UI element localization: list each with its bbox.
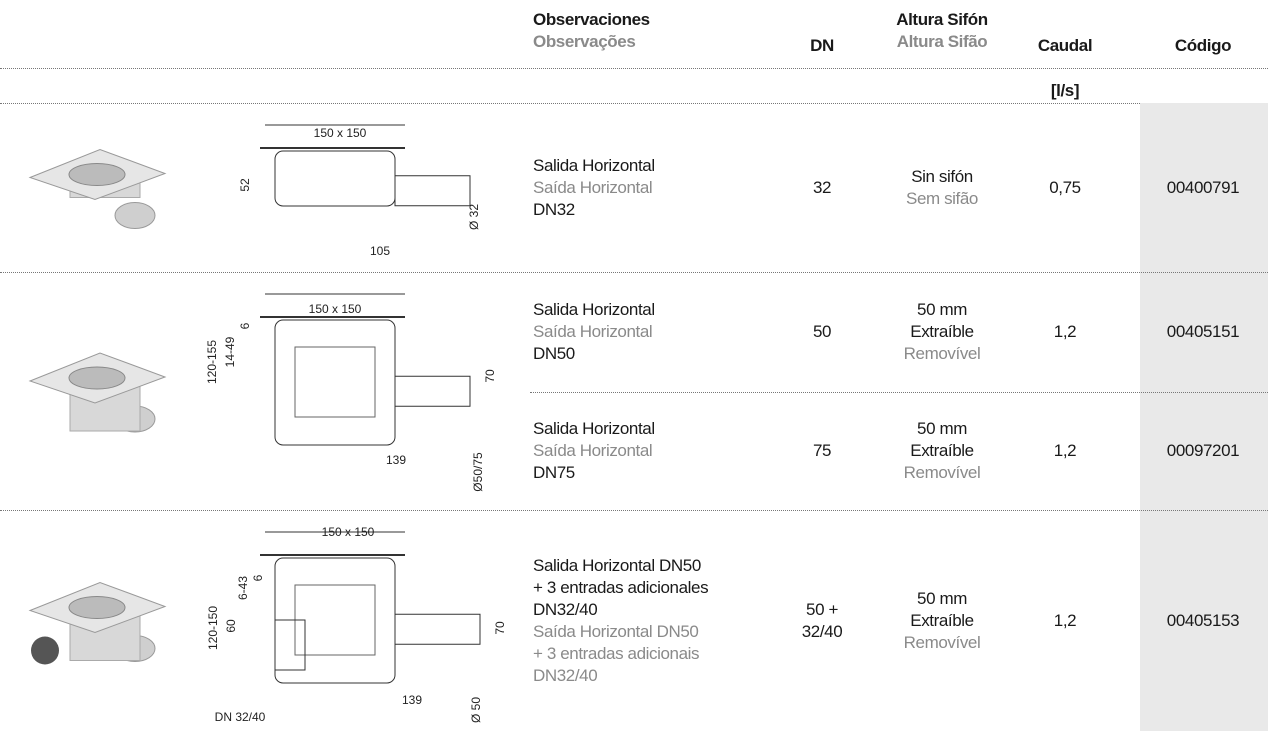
illustration-part bbox=[114, 202, 156, 229]
header-pt: Observações bbox=[533, 32, 636, 51]
cell-text: Removível bbox=[903, 463, 981, 482]
cell-text: Removível bbox=[903, 344, 981, 363]
illustration-part bbox=[294, 346, 376, 418]
dimension-label: 105 bbox=[369, 244, 391, 258]
dimension-label: 6 bbox=[238, 322, 252, 330]
dimension-label: 120-150 bbox=[206, 605, 220, 651]
cell-text: 75 bbox=[812, 441, 832, 460]
cell-text: Saída Horizontal bbox=[533, 322, 653, 341]
illustration-part bbox=[31, 636, 59, 665]
caudal-value: 1,2 bbox=[1053, 322, 1077, 341]
cell-text: Extraíble bbox=[910, 322, 974, 341]
cell-text: Sem sifão bbox=[906, 188, 978, 208]
cell-text: DN32/40 bbox=[533, 665, 598, 685]
cell-text: Salida Horizontal bbox=[533, 419, 655, 438]
cell-text: 50 mm bbox=[917, 300, 967, 319]
dimension-label: 120-155 bbox=[205, 339, 219, 385]
header-es: Observaciones bbox=[533, 10, 650, 29]
cell-text: + 3 entradas adicionais bbox=[533, 643, 700, 663]
product-code: 00097201 bbox=[1166, 441, 1240, 460]
cell-text: DN75 bbox=[533, 463, 575, 482]
dimension-label: Ø 50 bbox=[469, 696, 483, 724]
dimension-label: 150 x 150 bbox=[321, 525, 375, 539]
cell-text: 50 mm bbox=[917, 419, 967, 438]
dimension-label: 70 bbox=[483, 369, 497, 383]
cell-text: DN50 bbox=[533, 344, 575, 363]
cell-text: Extraíble bbox=[910, 441, 974, 460]
illustration-part bbox=[394, 375, 471, 407]
product-code: 00405153 bbox=[1166, 610, 1240, 630]
cell-text: 50 bbox=[812, 322, 832, 341]
illustration-part bbox=[394, 175, 471, 207]
row-divider bbox=[0, 272, 1268, 273]
cell-text: Removível bbox=[903, 632, 981, 652]
dimension-label: Ø 32 bbox=[467, 203, 481, 231]
cell-text: DN32/40 bbox=[533, 599, 598, 619]
dimension-label: 70 bbox=[493, 621, 507, 635]
dimension-label: 150 x 150 bbox=[308, 302, 362, 316]
cell-text: 32 bbox=[812, 177, 832, 197]
illustration-part bbox=[68, 163, 126, 186]
dimension-label: 6-43 bbox=[236, 575, 250, 601]
illustration-part bbox=[294, 584, 376, 656]
illustration-part bbox=[394, 613, 481, 645]
caudal-value: 0,75 bbox=[1049, 177, 1081, 197]
dimension-label: 14-49 bbox=[223, 336, 237, 368]
cell-text: + 3 entradas adicionales bbox=[533, 577, 709, 597]
row-divider bbox=[0, 103, 1140, 104]
cell-text: 50 mm bbox=[917, 588, 967, 608]
dimension-label: 139 bbox=[385, 453, 407, 467]
dimension-label: DN 32/40 bbox=[214, 710, 266, 724]
code-column-bg bbox=[1140, 103, 1268, 731]
illustration-part bbox=[68, 596, 126, 619]
illustration-part bbox=[274, 150, 396, 207]
header-codigo: Código bbox=[1174, 36, 1232, 55]
illustration-part bbox=[274, 619, 306, 671]
illustration-part bbox=[68, 366, 126, 390]
dimension-label: 52 bbox=[238, 178, 252, 192]
row-divider bbox=[530, 392, 1268, 393]
cell-text: Saída Horizontal bbox=[533, 177, 653, 197]
row-divider bbox=[0, 510, 1268, 511]
header-pt: Altura Sifão bbox=[896, 32, 988, 51]
cell-text: Sin sifón bbox=[911, 166, 973, 186]
cell-text: Extraíble bbox=[910, 610, 974, 630]
unit-label: [l/s] bbox=[1050, 81, 1080, 100]
dimension-label: 6 bbox=[251, 574, 265, 582]
header-caudal: Caudal bbox=[1037, 36, 1093, 55]
cell-text: Salida Horizontal bbox=[533, 155, 655, 175]
dimension-label: 60 bbox=[224, 619, 238, 633]
row-divider bbox=[0, 68, 1268, 69]
cell-text: DN32 bbox=[533, 199, 575, 219]
dimension-label: 150 x 150 bbox=[313, 126, 367, 140]
dimension-label: Ø50/75 bbox=[471, 452, 485, 492]
product-code: 00405151 bbox=[1166, 322, 1240, 341]
cell-text: 50 + bbox=[806, 599, 838, 619]
cell-text: 32/40 bbox=[801, 621, 843, 641]
caudal-value: 1,2 bbox=[1053, 610, 1077, 630]
illustration-part bbox=[274, 319, 396, 446]
product-code: 00400791 bbox=[1166, 177, 1240, 197]
cell-text: Salida Horizontal DN50 bbox=[533, 555, 701, 575]
cell-text: Saída Horizontal bbox=[533, 441, 653, 460]
caudal-value: 1,2 bbox=[1053, 441, 1077, 460]
cell-text: Saída Horizontal DN50 bbox=[533, 621, 699, 641]
cell-text: Salida Horizontal bbox=[533, 300, 655, 319]
header-es: Altura Sifón bbox=[896, 10, 988, 29]
header-dn: DN bbox=[810, 36, 834, 55]
dimension-label: 139 bbox=[401, 693, 423, 707]
